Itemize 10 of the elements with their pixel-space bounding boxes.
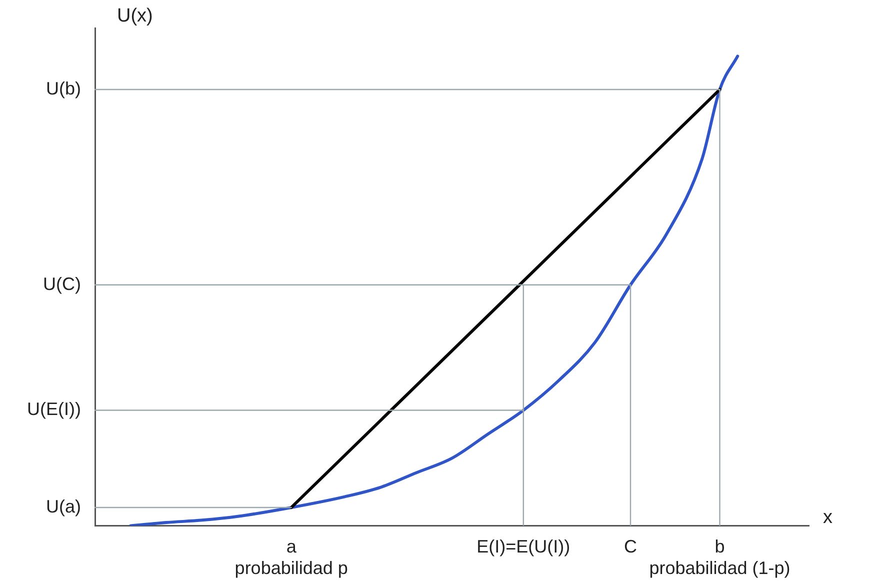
series-label: U(b) [46, 78, 81, 98]
y-axis-title: U(x) [117, 6, 153, 27]
x-tick-label: a probabilidad p [234, 536, 348, 578]
x-tick-label: E(I)=E(U(I)) [476, 536, 570, 557]
series-label: U(a) [46, 496, 81, 516]
x-tick-label: C [624, 536, 637, 557]
series-label: U(E(I)) [27, 399, 81, 420]
x-tick-label: b probabilidad (1-p) [649, 536, 790, 578]
series-label: U(C) [43, 274, 81, 294]
x-axis-title: x [823, 507, 833, 528]
